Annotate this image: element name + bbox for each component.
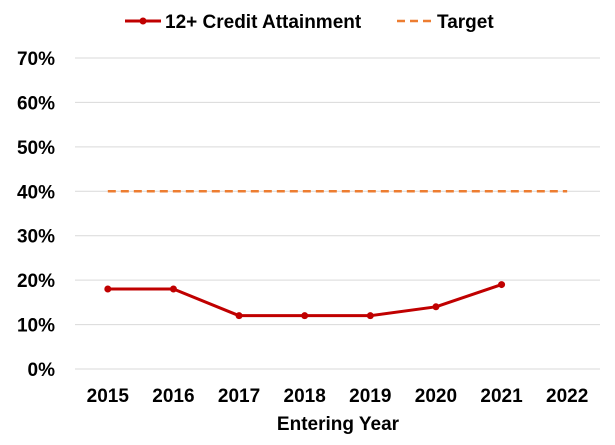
series-lines bbox=[104, 190, 568, 320]
y-tick-label: 60% bbox=[17, 93, 55, 114]
data-point bbox=[235, 312, 243, 320]
x-tick-label: 2015 bbox=[87, 386, 130, 407]
x-tick-label: 2022 bbox=[546, 386, 588, 407]
x-tick-label: 2017 bbox=[218, 386, 260, 407]
data-point bbox=[301, 312, 309, 320]
series-line-0 bbox=[107, 283, 503, 318]
gridlines bbox=[75, 57, 600, 370]
x-tick-label: 2019 bbox=[349, 386, 391, 407]
y-tick-label: 30% bbox=[17, 227, 55, 248]
legend-marker bbox=[139, 17, 147, 25]
data-point bbox=[104, 285, 112, 293]
data-point bbox=[366, 312, 374, 320]
x-axis-title: Entering Year bbox=[277, 414, 400, 435]
y-tick-label: 10% bbox=[17, 316, 55, 337]
y-tick-label: 40% bbox=[17, 182, 55, 203]
y-tick-label: 70% bbox=[17, 49, 55, 70]
data-point bbox=[169, 285, 177, 293]
legend-label: 12+ Credit Attainment bbox=[165, 12, 362, 33]
data-point bbox=[498, 281, 506, 289]
data-point bbox=[432, 303, 440, 311]
x-tick-label: 2018 bbox=[284, 386, 326, 407]
legend: 12+ Credit Attainment Target bbox=[125, 12, 494, 33]
x-tick-label: 2016 bbox=[152, 386, 194, 407]
y-axis-tick-labels: 0% 10% 20% 30% 40% 50% 60% 70% bbox=[17, 49, 55, 381]
x-tick-label: 2020 bbox=[415, 386, 457, 407]
y-tick-label: 50% bbox=[17, 138, 55, 159]
y-tick-label: 0% bbox=[28, 360, 56, 381]
x-tick-label: 2021 bbox=[480, 386, 523, 407]
y-tick-label: 20% bbox=[17, 271, 55, 292]
x-axis-tick-labels: 2015 2016 2017 2018 2019 2020 2021 2022 bbox=[87, 386, 589, 407]
legend-label: Target bbox=[437, 12, 494, 33]
